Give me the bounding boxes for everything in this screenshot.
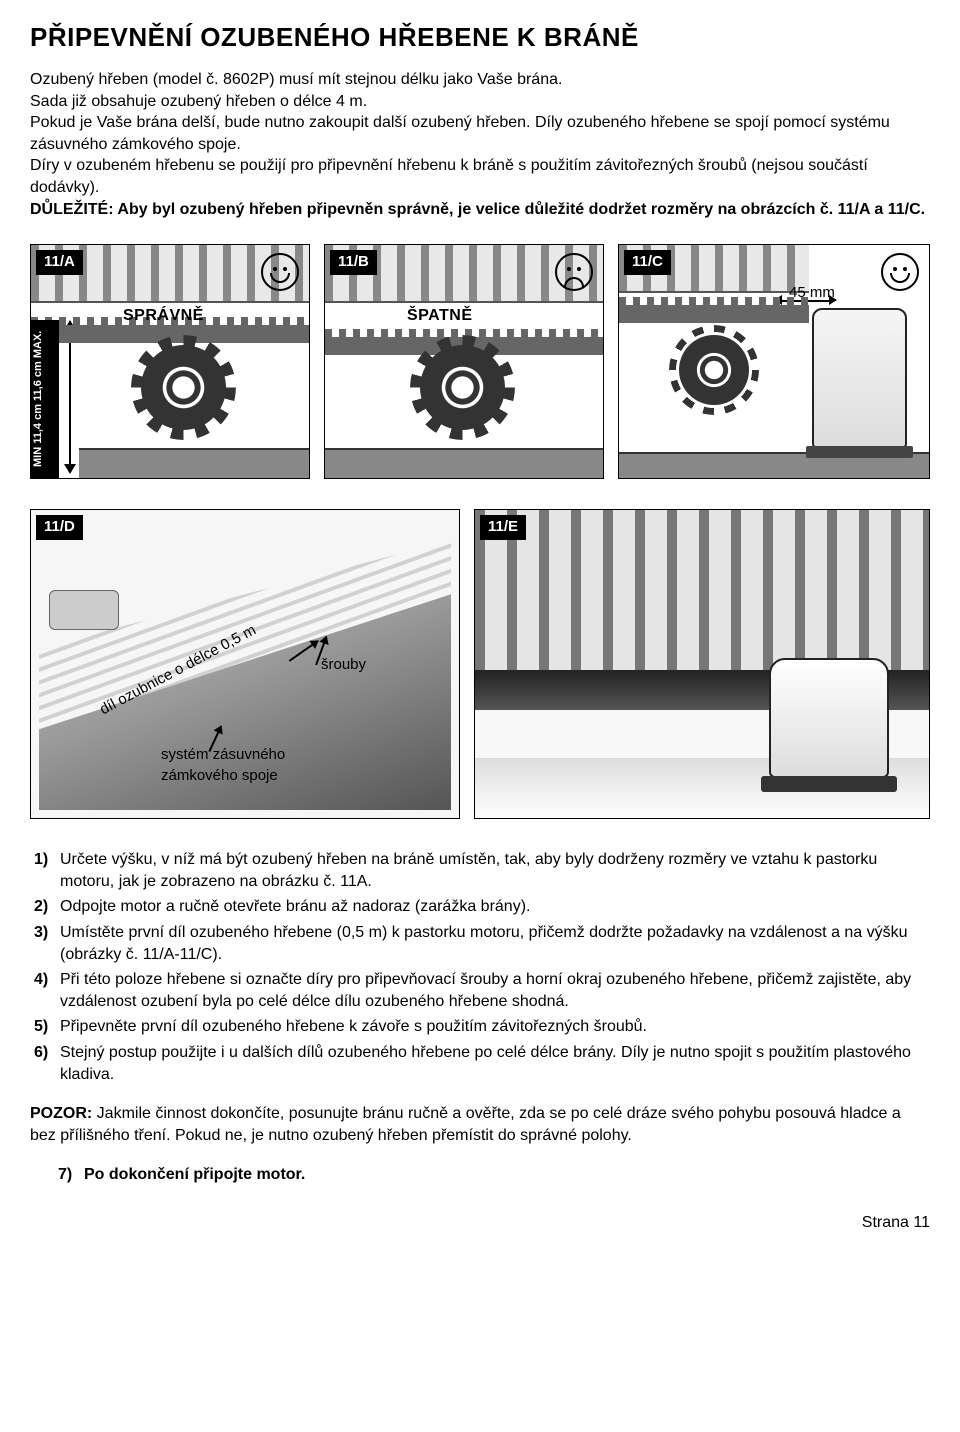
figure-row-2: 11/D díl ozubnice o délce 0,5 m šrouby s… xyxy=(30,509,930,819)
intro-line: Sada již obsahuje ozubený hřeben o délce… xyxy=(30,91,930,113)
base-plate xyxy=(325,448,603,478)
step-item: 1)Určete výšku, v níž má být ozubený hře… xyxy=(34,849,930,892)
step-text: Odpojte motor a ručně otevřete bránu až … xyxy=(60,896,530,918)
figure-row-1: 11/A SPRÁVNĚ MIN 11,4 cm 11,6 cm MAX. 11… xyxy=(30,244,930,479)
step-num: 3) xyxy=(34,922,60,965)
smile-icon xyxy=(261,253,299,291)
step-item: 2)Odpojte motor a ručně otevřete bránu a… xyxy=(34,896,930,918)
dimension-arrow xyxy=(63,320,77,474)
smile-icon xyxy=(881,253,919,291)
figure-label: 11/D xyxy=(36,515,83,539)
gear-rack xyxy=(619,305,809,323)
gear-icon xyxy=(141,345,226,430)
caution-text: Jakmile činnost dokončíte, posunujte brá… xyxy=(30,1105,901,1144)
figure-11c: 11/C 45 mm xyxy=(618,244,930,479)
step-text: Po dokončení připojte motor. xyxy=(84,1166,305,1183)
step-text: Připevněte první díl ozubeného hřebene k… xyxy=(60,1016,647,1038)
sad-icon xyxy=(555,253,593,291)
steps-list: 1)Určete výšku, v níž má být ozubený hře… xyxy=(30,849,930,1085)
step-num: 1) xyxy=(34,849,60,892)
step-item: 3)Umístěte první díl ozubeného hřebene (… xyxy=(34,922,930,965)
step-num: 4) xyxy=(34,969,60,1012)
step-num: 5) xyxy=(34,1016,60,1038)
annotation-joint: systém zásuvného zámkového spoje xyxy=(161,745,285,786)
dimension-strip: MIN 11,4 cm 11,6 cm MAX. xyxy=(31,320,59,478)
annotation-screws: šrouby xyxy=(321,655,366,675)
step-num: 6) xyxy=(34,1042,60,1085)
step-text: Umístěte první díl ozubeného hřebene (0,… xyxy=(60,922,930,965)
intro-important: DŮLEŽITÉ: Aby byl ozubený hřeben připevn… xyxy=(30,199,930,221)
figure-11d: 11/D díl ozubnice o délce 0,5 m šrouby s… xyxy=(30,509,460,819)
drill-icon xyxy=(49,590,119,630)
intro-line: Pokud je Vaše brána delší, bude nutno za… xyxy=(30,112,930,155)
intro-line: Ozubený hřeben (model č. 8602P) musí mít… xyxy=(30,69,930,91)
page-number: Strana 11 xyxy=(30,1212,930,1234)
gate-bars xyxy=(475,510,929,670)
gear-icon xyxy=(420,345,505,430)
figure-label: 11/A xyxy=(36,250,83,274)
intro-line: Díry v ozubeném hřebenu se použijí pro p… xyxy=(30,155,930,198)
step-item: 6)Stejný postup použijte i u dalších díl… xyxy=(34,1042,930,1085)
figure-11e: 11/E xyxy=(474,509,930,819)
figure-label: 11/B xyxy=(330,250,377,274)
step-num: 7) xyxy=(58,1164,84,1186)
step-text: Určete výšku, v níž má být ozubený hřebe… xyxy=(60,849,930,892)
figure-11b: 11/B ŠPATNĚ xyxy=(324,244,604,479)
motor-box xyxy=(812,308,907,448)
figure-caption: ŠPATNĚ xyxy=(407,305,473,327)
figure-11a: 11/A SPRÁVNĚ MIN 11,4 cm 11,6 cm MAX. xyxy=(30,244,310,479)
motor-box xyxy=(769,658,889,778)
step-item: 4)Při této poloze hřebene si označte dír… xyxy=(34,969,930,1012)
step-text: Při této poloze hřebene si označte díry … xyxy=(60,969,930,1012)
gear-icon xyxy=(679,335,749,405)
dimension-text: 45 mm xyxy=(789,283,835,303)
page-title: PŘIPEVNĚNÍ OZUBENÉHO HŘEBENE K BRÁNĚ xyxy=(30,20,930,55)
step-text: Stejný postup použijte i u dalších dílů … xyxy=(60,1042,930,1085)
figure-label: 11/E xyxy=(480,515,526,539)
caution-block: POZOR: Jakmile činnost dokončíte, posunu… xyxy=(30,1103,930,1146)
figure-label: 11/C xyxy=(624,250,671,274)
step-item: 5)Připevněte první díl ozubeného hřebene… xyxy=(34,1016,930,1038)
step-num: 2) xyxy=(34,896,60,918)
caution-label: POZOR: xyxy=(30,1105,92,1122)
base-plate xyxy=(79,448,309,478)
step-7: 7)Po dokončení připojte motor. xyxy=(30,1164,930,1186)
figure-caption: SPRÁVNĚ xyxy=(123,305,204,327)
intro-block: Ozubený hřeben (model č. 8602P) musí mít… xyxy=(30,69,930,220)
